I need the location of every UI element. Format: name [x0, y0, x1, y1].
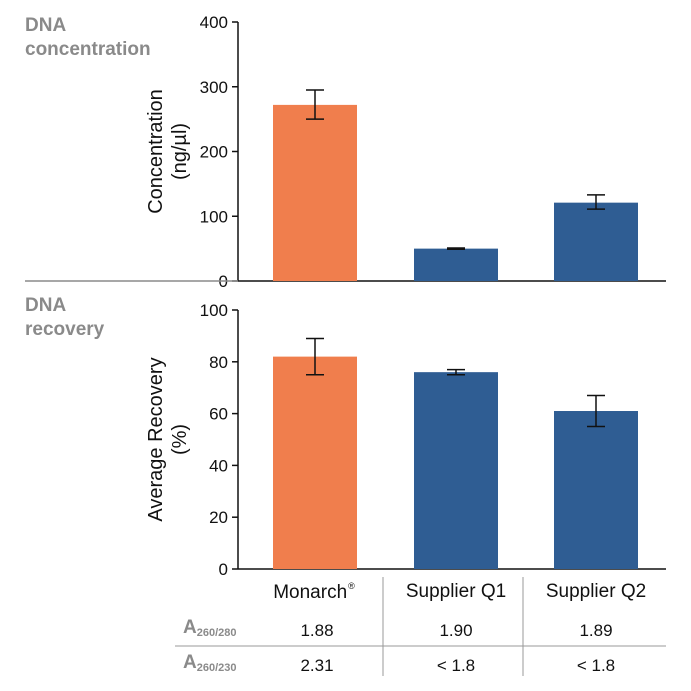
- table-cell-q2-a260-230: < 1.8: [576, 656, 616, 675]
- recovery-y-tick-label-40: 40: [209, 456, 228, 475]
- concentration-y-tick-label-200: 200: [200, 143, 228, 162]
- recovery-panel: 0 20 40 60 80 100 Average Recovery (%): [145, 301, 666, 579]
- recovery-bar-supplier-q2: [554, 411, 638, 569]
- concentration-bar-supplier-q2: [554, 202, 638, 281]
- row-label-subscript: 260/230: [196, 662, 237, 674]
- recovery-y-tick-label-80: 80: [209, 353, 228, 372]
- concentration-bar-supplier-q1: [414, 248, 498, 281]
- table-cell-monarch-a260-230: 2.31: [300, 656, 334, 675]
- recovery-y-tick-label-20: 20: [209, 508, 228, 527]
- concentration-y-tick-label-100: 100: [200, 207, 228, 226]
- concentration-section-title: DNA concentration: [25, 14, 151, 62]
- category-label-monarch-text: Monarch: [273, 582, 348, 603]
- category-label-monarch: Monarch®: [249, 581, 379, 604]
- recovery-y-axis-label-line-2: (%): [169, 424, 191, 455]
- recovery-y-axis-label-line-1: Average Recovery: [145, 357, 167, 521]
- concentration-y-tick-label-400: 400: [200, 13, 228, 32]
- recovery-y-tick-label-60: 60: [209, 405, 228, 424]
- recovery-bar-monarch: [273, 356, 357, 569]
- concentration-y-axis-label-line-1: Concentration: [145, 89, 167, 214]
- concentration-panel: 0100200300400 Concentration (ng/µl): [145, 13, 666, 291]
- row-label-subscript: 260/280: [196, 627, 237, 639]
- concentration-section-title-line-1: DNA: [25, 15, 67, 36]
- row-label-main: A: [183, 617, 197, 638]
- registered-mark: ®: [348, 581, 355, 591]
- concentration-y-tick-label-300: 300: [200, 78, 228, 97]
- table-row-label-a260-280: A260/280: [183, 617, 237, 639]
- table-cell-q1-a260-280: 1.90: [439, 621, 473, 640]
- table-cell-q2-a260-280: 1.89: [579, 621, 613, 640]
- table-row-label-a260-230: A260/230: [183, 652, 237, 674]
- recovery-section-title: DNA recovery: [25, 294, 104, 342]
- concentration-bar-monarch: [273, 104, 357, 281]
- recovery-bar-supplier-q1: [414, 372, 498, 569]
- concentration-y-axis-label-line-2: (ng/µl): [169, 123, 191, 180]
- recovery-y-tick-label-0: 0: [219, 560, 228, 579]
- concentration-section-title-line-2: concentration: [25, 39, 151, 60]
- recovery-section-title-line-2: recovery: [25, 319, 105, 340]
- table-cell-q1-a260-230: < 1.8: [436, 656, 476, 675]
- row-label-main: A: [183, 652, 197, 673]
- table-cell-monarch-a260-280: 1.88: [300, 621, 334, 640]
- recovery-section-title-line-1: DNA: [25, 295, 67, 316]
- recovery-y-tick-label-100: 100: [200, 301, 228, 320]
- category-label-supplier-q2: Supplier Q2: [545, 581, 647, 602]
- category-label-supplier-q1: Supplier Q1: [405, 581, 507, 602]
